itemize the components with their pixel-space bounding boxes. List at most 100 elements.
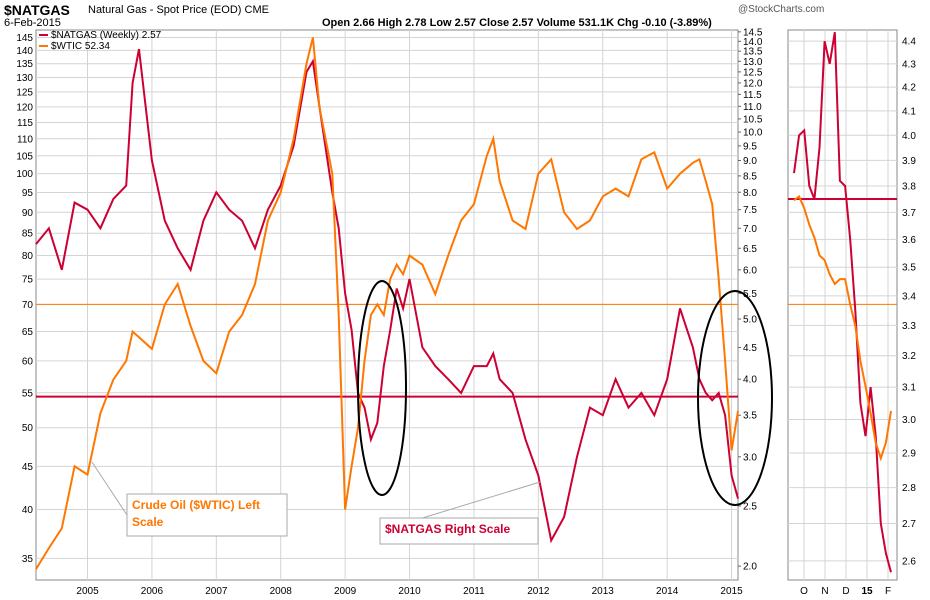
left-axis-tick-label: 40 [22, 505, 34, 516]
left-axis-tick-label: 120 [16, 102, 33, 113]
right-axis-tick-label: 11.0 [743, 102, 762, 113]
right-axis-tick-label: 6.5 [743, 244, 757, 255]
stockcharts-watermark: @StockCharts.com [738, 4, 825, 15]
legend-entry: $NATGAS (Weekly) 2.57 [51, 30, 162, 41]
chart-description: Natural Gas - Spot Price (EOD) CME [88, 4, 269, 16]
right-axis-tick-label: 3.5 [743, 411, 757, 422]
right-axis-tick-label: 8.5 [743, 171, 757, 182]
left-axis-tick-label: 65 [22, 327, 34, 338]
right-axis-tick-label: 11.5 [743, 90, 762, 101]
right-axis-tick-label: 8.0 [743, 188, 757, 199]
right-axis-tick-label: 7.0 [743, 224, 757, 235]
x-axis-tick-label: 2012 [527, 586, 550, 597]
chart-date: 6-Feb-2015 [4, 17, 61, 29]
x-axis-tick-label: 2013 [592, 586, 615, 597]
left-axis-tick-label: 60 [22, 356, 34, 367]
right-axis-tick-label: 14.0 [743, 37, 763, 48]
right-axis-tick-label: 2.5 [743, 501, 757, 512]
callout-text: $NATGAS Right Scale [385, 522, 510, 536]
left-axis-tick-label: 95 [22, 188, 34, 199]
left-axis-tick-label: 110 [17, 134, 33, 145]
callout-pointer [91, 461, 128, 516]
zoom-right-tick-label: 4.2 [902, 83, 916, 94]
left-axis-tick-label: 135 [16, 59, 33, 70]
callout-text: Scale [132, 515, 164, 529]
left-axis-tick-label: 50 [22, 423, 34, 434]
zoom-x-tick-label: 15 [861, 586, 873, 597]
zoom-right-tick-label: 3.9 [902, 156, 916, 167]
zoom-x-tick-label: D [842, 586, 849, 597]
x-axis-tick-label: 2015 [720, 586, 743, 597]
right-axis-tick-label: 7.5 [743, 205, 757, 216]
zoom-right-tick-label: 4.3 [902, 59, 916, 70]
zoom-x-tick-label: N [821, 586, 828, 597]
zoom-right-tick-label: 4.4 [902, 37, 916, 48]
left-axis-tick-label: 90 [22, 208, 34, 219]
highlight-ellipse-2009 [357, 280, 407, 496]
zoom-right-tick-label: 3.5 [902, 263, 916, 274]
x-axis-tick-label: 2011 [463, 586, 485, 597]
highlight-ellipse-2015 [697, 290, 773, 506]
left-axis-tick-label: 125 [16, 87, 33, 98]
left-axis-tick-label: 130 [16, 73, 33, 84]
right-axis-tick-label: 13.5 [743, 47, 763, 58]
zoom-x-tick-label: F [885, 586, 891, 597]
left-axis-tick-label: 105 [16, 151, 33, 162]
right-axis-tick-label: 6.0 [743, 265, 757, 276]
x-axis-tick-label: 2009 [334, 586, 357, 597]
left-axis-tick-label: 75 [22, 275, 34, 286]
right-axis-tick-label: 13.0 [743, 57, 763, 68]
legend-entry: $WTIC 52.34 [51, 41, 110, 52]
right-axis-tick-label: 10.0 [743, 128, 763, 139]
callout-box [126, 493, 288, 537]
zoom-right-tick-label: 3.0 [902, 415, 916, 426]
left-axis-tick-label: 55 [22, 388, 34, 399]
right-axis-tick-label: 2.0 [743, 562, 757, 573]
zoom-wtic-series-line [793, 194, 892, 462]
zoom-right-tick-label: 2.6 [902, 556, 916, 567]
zoom-right-tick-label: 3.8 [902, 181, 916, 192]
main-plot-frame [35, 29, 739, 581]
right-axis-tick-label: 5.5 [743, 289, 757, 300]
x-axis-tick-label: 2006 [141, 586, 164, 597]
zoom-natgas-series-line [793, 32, 892, 573]
zoom-right-tick-label: 2.7 [902, 519, 916, 530]
zoom-right-tick-label: 3.6 [902, 235, 916, 246]
right-axis-tick-label: 3.0 [743, 452, 757, 463]
zoom-right-tick-label: 3.7 [902, 208, 916, 219]
left-axis-tick-label: 70 [22, 300, 34, 311]
exchange-label: CME [244, 4, 269, 16]
left-axis-tick-label: 100 [16, 169, 33, 180]
zoom-x-tick-label: O [800, 586, 808, 597]
x-axis-tick-label: 2005 [76, 586, 99, 597]
zoom-chart-panel: 2.6 2.7 2.8 2.9 3.0 3.1 3.2 3.3 3.4 3.5 3.6 3.7 3.8 3… [787, 29, 916, 597]
natgas-scale-callout: $NATGAS Right Scale [379, 481, 541, 545]
left-axis-tick-label: 35 [22, 554, 34, 565]
right-axis-tick-label: 9.5 [743, 141, 757, 152]
left-axis-tick-label: 145 [16, 33, 33, 44]
callout-box [379, 517, 539, 545]
callout-text: Crude Oil ($WTIC) Left [132, 498, 260, 512]
zoom-right-tick-label: 2.9 [902, 448, 916, 459]
zoom-right-tick-label: 4.1 [902, 106, 916, 117]
right-axis-tick-label: 12.0 [743, 78, 763, 89]
ohlc-summary[interactable]: Open 2.66 High 2.78 Low 2.57 Close 2.57 … [322, 17, 712, 29]
chart-symbol: $NATGAS [4, 2, 70, 18]
zoom-right-tick-label: 2.8 [902, 483, 916, 494]
left-axis-tick-label: 80 [22, 251, 34, 262]
left-axis-tick-label: 85 [22, 229, 34, 240]
zoom-right-tick-label: 3.4 [902, 291, 916, 302]
x-axis-tick-label: 2007 [205, 586, 228, 597]
right-axis-tick-label: 5.0 [743, 315, 757, 326]
right-axis-tick-label: 9.0 [743, 156, 757, 167]
zoom-right-tick-label: 3.3 [902, 321, 916, 332]
wtic-scale-callout: Crude Oil ($WTIC) Left Scale [91, 461, 288, 537]
right-axis-tick-label: 4.0 [743, 375, 757, 386]
natgas-series-line [35, 48, 739, 544]
wtic-series-line [35, 37, 739, 570]
zoom-right-tick-label: 3.1 [902, 383, 916, 394]
right-axis-tick-label: 10.5 [743, 114, 763, 125]
x-axis-tick-label: 2010 [398, 586, 421, 597]
right-axis-tick-label: 4.5 [743, 343, 757, 354]
